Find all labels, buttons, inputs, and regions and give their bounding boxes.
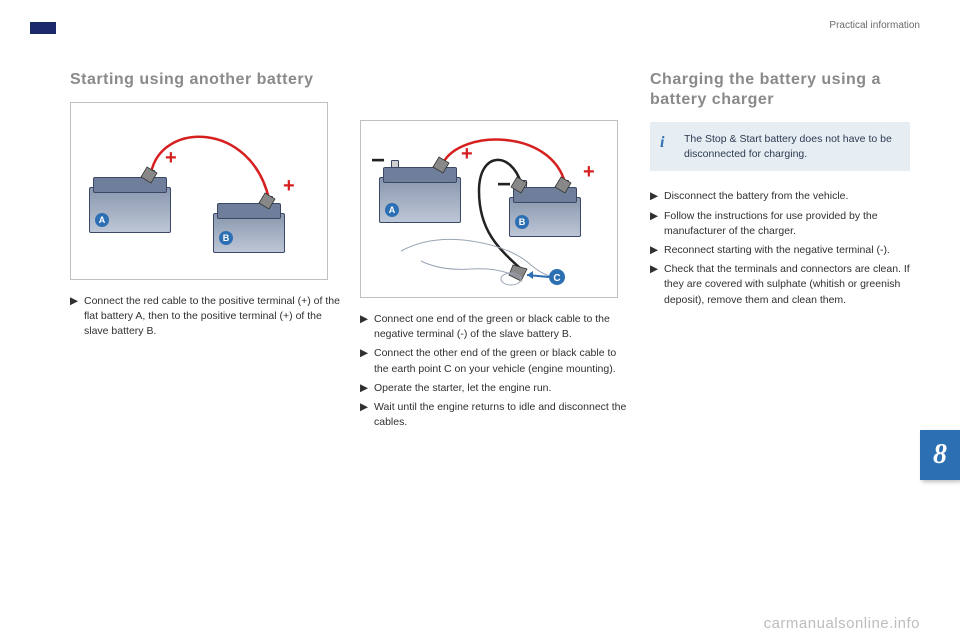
bullet-text: Connect the other end of the green or bl… xyxy=(374,346,630,376)
column-right: Charging the battery using a battery cha… xyxy=(650,70,910,312)
section-title-jumpstart: Starting using another battery xyxy=(70,70,340,90)
bullet-text: Wait until the engine returns to idle an… xyxy=(374,400,630,430)
arrow-icon: ▶ xyxy=(650,262,664,308)
bullet-text: Follow the instructions for use provided… xyxy=(664,209,910,239)
breadcrumb: Practical information xyxy=(829,20,920,31)
col3-bullets: ▶Disconnect the battery from the vehicle… xyxy=(650,189,910,308)
col2-bullets: ▶Connect one end of the green or black c… xyxy=(360,312,630,431)
arrow-icon: ▶ xyxy=(650,243,664,258)
page-content: Starting using another battery A B + + xyxy=(70,70,910,610)
list-item: ▶Connect the other end of the green or b… xyxy=(360,346,630,376)
red-cable-svg xyxy=(71,103,329,281)
list-item: ▶ Connect the red cable to the positive … xyxy=(70,294,340,340)
arrow-icon: ▶ xyxy=(360,400,374,430)
earth-c-label: C xyxy=(553,273,560,284)
list-item: ▶Check that the terminals and connectors… xyxy=(650,262,910,308)
figure-black-cable: A B + + − − xyxy=(360,120,618,298)
page-header: Practical information xyxy=(0,18,960,38)
arrow-icon: ▶ xyxy=(360,312,374,342)
bullet-text: Check that the terminals and connectors … xyxy=(664,262,910,308)
info-icon: i xyxy=(660,132,664,154)
arrow-icon: ▶ xyxy=(650,189,664,204)
list-item: ▶Connect one end of the green or black c… xyxy=(360,312,630,342)
bullet-text: Disconnect the battery from the vehicle. xyxy=(664,189,910,204)
info-callout: i The Stop & Start battery does not have… xyxy=(650,122,910,171)
arrow-icon: ▶ xyxy=(70,294,84,340)
figure-red-cable: A B + + xyxy=(70,102,328,280)
arrow-icon: ▶ xyxy=(650,209,664,239)
chapter-tab: 8 xyxy=(920,430,960,480)
cables-svg-2: C xyxy=(361,121,619,299)
section-title-charging: Charging the battery using a battery cha… xyxy=(650,70,910,110)
header-stripe xyxy=(30,22,56,34)
list-item: ▶Wait until the engine returns to idle a… xyxy=(360,400,630,430)
bullet-text: Reconnect starting with the negative ter… xyxy=(664,243,910,258)
info-text: The Stop & Start battery does not have t… xyxy=(684,133,892,160)
bullet-text: Connect the red cable to the positive te… xyxy=(84,294,340,340)
column-middle: A B + + − − xyxy=(360,70,630,435)
arrow-icon: ▶ xyxy=(360,381,374,396)
bullet-text: Operate the starter, let the engine run. xyxy=(374,381,630,396)
list-item: ▶Follow the instructions for use provide… xyxy=(650,209,910,239)
list-item: ▶Operate the starter, let the engine run… xyxy=(360,381,630,396)
watermark: carmanualsonline.info xyxy=(764,615,920,632)
arrow-icon: ▶ xyxy=(360,346,374,376)
col1-bullets: ▶ Connect the red cable to the positive … xyxy=(70,294,340,340)
bullet-text: Connect one end of the green or black ca… xyxy=(374,312,630,342)
column-left: Starting using another battery A B + + xyxy=(70,70,340,344)
list-item: ▶Disconnect the battery from the vehicle… xyxy=(650,189,910,204)
list-item: ▶Reconnect starting with the negative te… xyxy=(650,243,910,258)
